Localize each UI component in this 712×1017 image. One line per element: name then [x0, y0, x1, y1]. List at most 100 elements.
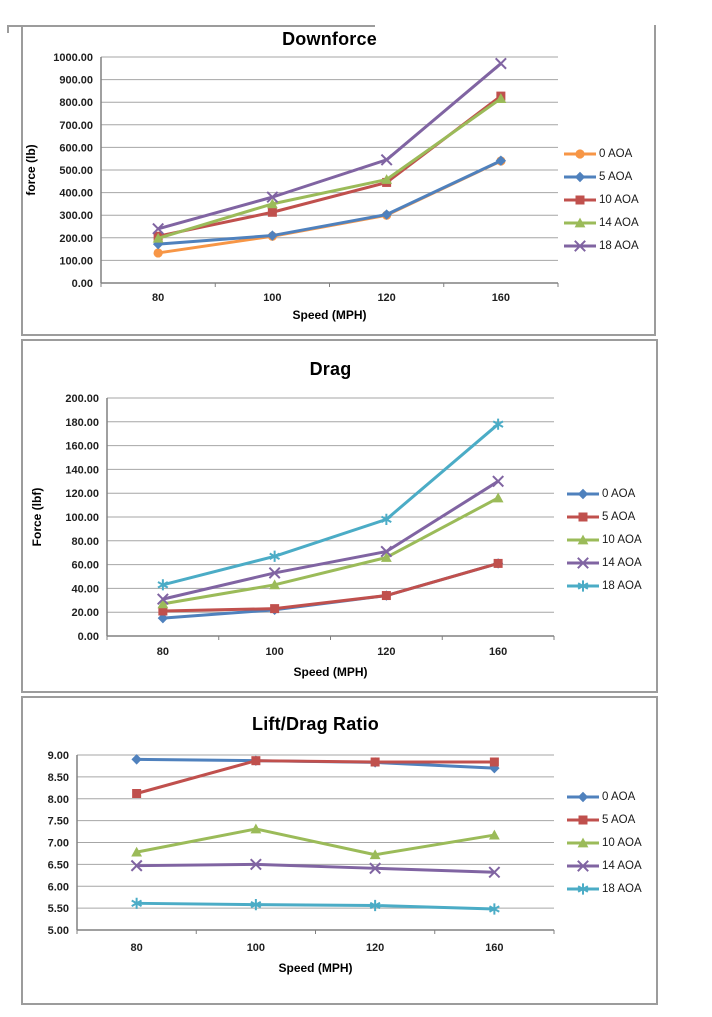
legend-swatch-0-aoa	[567, 791, 599, 802]
data-point-18-aoa-asterisk	[488, 903, 500, 915]
legend-item-14-aoa: 14 AOA	[566, 854, 642, 877]
data-point-10-aoa-triangle	[380, 552, 392, 562]
legend-label: 5 AOA	[602, 813, 636, 826]
legend-label: 14 AOA	[602, 556, 642, 569]
legend-marker-x	[574, 239, 586, 252]
legend-item-18-aoa: 18 AOA	[566, 877, 642, 900]
legend-marker-diamond	[574, 171, 586, 182]
x-tick-label: 160	[492, 292, 510, 304]
y-tick-label: 300.00	[59, 210, 93, 222]
legend-label: 0 AOA	[599, 147, 633, 160]
data-point-5-aoa-square	[132, 789, 142, 798]
x-tick-label: 120	[377, 646, 395, 658]
legend-label: 0 AOA	[602, 487, 636, 500]
data-point-0-aoa-circle	[153, 248, 163, 258]
x-tick-label: 80	[157, 646, 169, 658]
legend-item-5-aoa: 5 AOA	[566, 808, 642, 831]
data-point-5-aoa-square	[158, 606, 168, 616]
y-tick-label: 5.50	[48, 903, 69, 915]
legend-item-0-aoa: 0 AOA	[566, 785, 642, 808]
lift-drag-ratio-chart: Lift/Drag Ratio 5.00 5.50 6.00 6.50 7.00 7.50…	[21, 696, 658, 1005]
data-point-5-aoa-square	[270, 604, 280, 614]
chart-title-drag: Drag	[309, 359, 352, 379]
data-point-5-aoa-diamond	[381, 209, 392, 220]
legend-swatch-14-aoa	[567, 859, 599, 872]
data-point-18-aoa-x	[494, 57, 507, 70]
x-tick-label: 100	[247, 942, 265, 954]
x-tick-label: 120	[366, 942, 384, 954]
lift-drag-legend: 0 AOA 5 AOA 10 AOA 14 AOA 18 AOA	[566, 785, 642, 900]
legend-label: 18 AOA	[602, 882, 642, 895]
data-point-14-aoa-x	[268, 567, 281, 579]
series-line-5-aoa	[162, 561, 499, 613]
series-line-5-aoa	[136, 759, 495, 795]
downforce-legend: 0 AOA 5 AOA 10 AOA 14 AOA 18 AOA	[563, 142, 639, 257]
data-point-18-aoa-asterisk	[380, 513, 392, 525]
legend-item-10-aoa: 10 AOA	[566, 831, 642, 854]
data-point-14-aoa-triangle	[152, 232, 164, 243]
data-point-14-aoa-x	[156, 593, 169, 606]
legend-marker-diamond	[577, 488, 589, 499]
legend-swatch-5-aoa	[564, 171, 596, 182]
x-tick-label: 160	[485, 942, 503, 954]
drag-chart: Drag 0.00 20.00 40.00 60.00 80.00 100.00 120.0…	[21, 339, 658, 693]
legend-item-0-aoa: 0 AOA	[563, 142, 639, 165]
legend-item-5-aoa: 5 AOA	[566, 505, 642, 528]
data-point-0-aoa-diamond	[157, 612, 169, 624]
legend-marker-x	[577, 556, 589, 569]
series-line-18-aoa	[157, 62, 502, 231]
data-point-5-aoa-diamond	[267, 230, 278, 241]
y-tick-label: 700.00	[59, 120, 93, 132]
data-point-5-aoa-diamond	[152, 238, 164, 250]
data-point-14-aoa-triangle	[266, 198, 278, 209]
data-point-18-aoa-asterisk	[492, 418, 504, 430]
y-tick-label: 180.00	[65, 417, 99, 429]
x-tick-label: 120	[377, 292, 395, 304]
x-tick-label: 80	[152, 292, 164, 304]
chart1-frame-stub	[7, 25, 9, 33]
legend-swatch-18-aoa	[567, 882, 599, 895]
y-tick-label: 800.00	[59, 97, 93, 109]
legend-label: 10 AOA	[599, 193, 639, 206]
legend-item-18-aoa: 18 AOA	[563, 234, 639, 257]
data-point-5-aoa-square	[381, 591, 391, 601]
data-point-5-aoa-diamond	[495, 155, 507, 166]
x-tick-label: 160	[489, 646, 507, 658]
legend-label: 0 AOA	[602, 790, 636, 803]
y-tick-label: 1000.00	[53, 52, 93, 64]
data-point-14-aoa-x	[380, 545, 393, 558]
data-point-10-aoa-triangle	[369, 849, 381, 860]
legend-item-10-aoa: 10 AOA	[563, 188, 639, 211]
legend-label: 14 AOA	[602, 859, 642, 872]
legend-item-14-aoa: 14 AOA	[563, 211, 639, 234]
drag-legend: 0 AOA 5 AOA 10 AOA 14 AOA 18 AOA	[566, 482, 642, 597]
y-tick-label: 500.00	[59, 165, 93, 177]
data-point-14-aoa-triangle	[381, 174, 393, 184]
y-tick-label: 5.00	[48, 925, 69, 937]
data-point-5-aoa-square	[493, 558, 503, 568]
x-tick-label: 80	[131, 942, 143, 954]
x-tick-label: 100	[265, 646, 283, 658]
legend-marker-triangle	[577, 837, 589, 847]
y-tick-label: 6.00	[48, 881, 69, 893]
legend-item-0-aoa: 0 AOA	[566, 482, 642, 505]
y-tick-label: 8.50	[48, 772, 69, 784]
legend-item-10-aoa: 10 AOA	[566, 528, 642, 551]
legend-marker-triangle	[574, 217, 586, 227]
series-line-5-aoa	[158, 159, 502, 246]
y-tick-label: 0.00	[72, 278, 93, 290]
y-tick-label: 140.00	[65, 464, 99, 476]
drag-plot-area: 0.00 20.00 40.00 60.00 80.00 100.00 120.00 140.…	[30, 393, 555, 679]
chart-title-downforce: Downforce	[282, 29, 377, 49]
legend-label: 10 AOA	[602, 533, 642, 546]
legend-marker-x	[577, 859, 589, 872]
data-point-5-aoa-square	[370, 757, 380, 767]
data-point-18-aoa-asterisk	[269, 550, 281, 562]
data-point-18-aoa-asterisk	[157, 579, 169, 591]
data-point-5-aoa-square	[489, 757, 499, 767]
series-line-14-aoa	[162, 480, 499, 601]
series-line-14-aoa	[136, 862, 495, 874]
y-tick-label: 60.00	[71, 560, 99, 572]
data-point-18-aoa-asterisk	[369, 899, 381, 912]
